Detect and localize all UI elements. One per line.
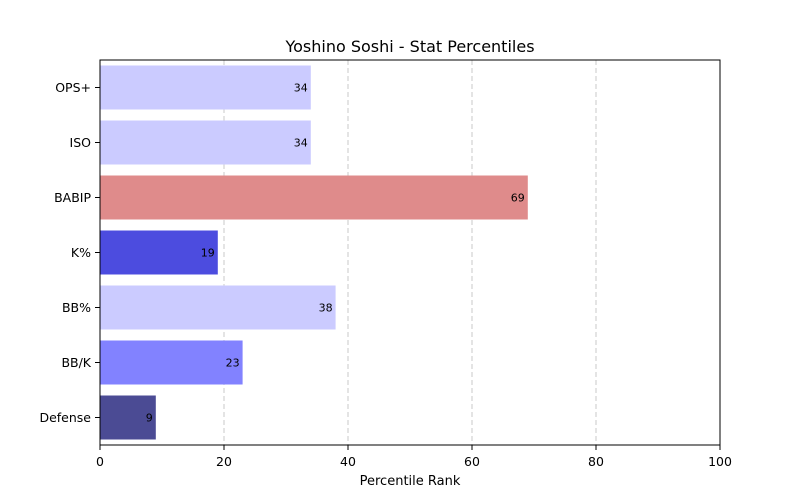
y-tick-label: BB/K — [61, 355, 91, 370]
bar-value-label: 34 — [294, 82, 308, 95]
x-tick-label: 0 — [96, 454, 104, 469]
x-axis: 0 20 40 60 80 100 — [96, 445, 732, 469]
bar-value-label: 19 — [201, 247, 215, 260]
y-tick-label: Defense — [39, 410, 91, 425]
bars — [100, 65, 528, 440]
y-tick-label: OPS+ — [55, 80, 91, 95]
data-labels: 34 34 69 19 38 23 9 — [146, 82, 525, 425]
y-axis: OPS+ ISO BABIP K% BB% BB/K Defense — [39, 80, 100, 425]
chart-title: Yoshino Soshi - Stat Percentiles — [284, 37, 534, 56]
grid-lines — [223, 60, 597, 445]
bar — [100, 230, 218, 275]
x-tick-label: 80 — [588, 454, 604, 469]
bar-value-label: 38 — [319, 302, 333, 315]
x-tick-label: 40 — [340, 454, 356, 469]
bar — [100, 285, 336, 330]
bar — [100, 120, 311, 165]
bar-value-label: 69 — [511, 192, 525, 205]
bar-value-label: 34 — [294, 137, 308, 150]
x-tick-label: 60 — [464, 454, 480, 469]
x-tick-label: 100 — [708, 454, 732, 469]
y-tick-label: K% — [71, 245, 91, 260]
y-tick-label: BABIP — [54, 190, 91, 205]
bar-value-label: 23 — [226, 357, 240, 370]
y-tick-label: BB% — [62, 300, 91, 315]
bar — [100, 395, 156, 440]
bar — [100, 65, 311, 110]
y-tick-label: ISO — [70, 135, 92, 150]
x-tick-label: 20 — [216, 454, 232, 469]
bar-value-label: 9 — [146, 412, 153, 425]
bar — [100, 175, 528, 220]
x-axis-label: Percentile Rank — [360, 474, 461, 489]
bar — [100, 340, 243, 385]
